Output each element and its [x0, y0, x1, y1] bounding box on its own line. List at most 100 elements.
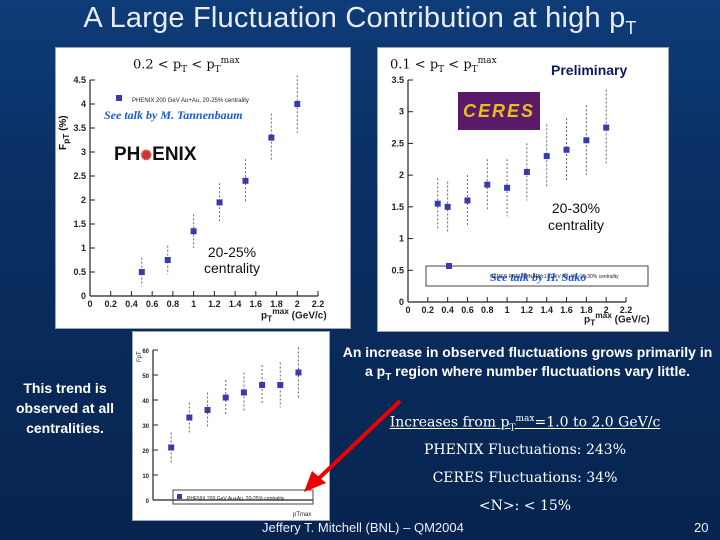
slide-title: A Large Fluctuation Contribution at high…	[83, 2, 637, 38]
data-point	[484, 181, 491, 188]
trend-text: This trend is observed at all centraliti…	[15, 380, 115, 436]
x-tick-label: 1	[191, 299, 196, 309]
left-plot-panel: 0.2 < pT < pTmax FpT (%) See talk by M. …	[55, 47, 351, 329]
data-point	[186, 414, 193, 421]
y-tick-label: 3.5	[73, 123, 86, 133]
x-tick-label: 0.8	[167, 299, 180, 309]
y-tick-label: 0.5	[73, 267, 86, 277]
data-point	[190, 228, 197, 235]
data-point	[434, 200, 441, 207]
legend-text: PHENIX 200 GeV Au+Au, 20-25% centrality	[132, 98, 249, 104]
x-tick-label: 1.8	[580, 305, 593, 315]
right-centrality: 20-30% centrality	[548, 200, 605, 233]
increase-text: An increase in observed fluctuations gro…	[342, 344, 713, 383]
x-tick-label: 0	[87, 299, 92, 309]
data-point	[543, 153, 550, 160]
data-point	[240, 389, 247, 396]
right-xlabel: pTmax (GeV/c)	[584, 310, 650, 328]
y-tick-label: 0	[146, 499, 150, 505]
y-tick-label: 0.5	[391, 265, 404, 275]
x-tick-label: 0.4	[125, 299, 138, 309]
y-tick-label: 30	[142, 424, 149, 430]
data-point	[504, 184, 511, 191]
data-point	[294, 101, 301, 107]
bottom-chart-svg: 0 10 20 30 40 50 60 PHENIX 200 GeV Au+Au, 20-25…	[137, 347, 314, 518]
y-tick-label: 10	[142, 474, 149, 480]
data-point	[295, 369, 302, 376]
ceres-logo: CERES	[458, 92, 540, 130]
y-tick-label: 2	[81, 195, 86, 205]
bottom-plot-panel: 0 10 20 30 40 50 60 PHENIX 200 GeV Au+Au, 20-25…	[132, 331, 330, 521]
x-tick-label: 0.4	[441, 305, 454, 315]
phenix-logo: PH✺ENIX	[114, 144, 197, 165]
y-tick-label: 0	[81, 291, 86, 301]
left-centrality: 20-25% centrality	[204, 244, 261, 276]
data-point	[222, 394, 229, 401]
x-tick-label: 1.4	[540, 305, 553, 315]
y-tick-label: 1	[81, 243, 86, 253]
y-tick-label: 1.5	[391, 202, 404, 212]
y-tick-label: 3.5	[391, 75, 404, 85]
data-point	[444, 203, 451, 210]
left-xlabel: pTmax (GeV/c)	[261, 306, 327, 324]
ceres-fluct-text: CERES Fluctuations: 34%	[432, 470, 618, 486]
n-fluct-text: <N>: < 15%	[478, 498, 572, 514]
x-tick-label: 0.2	[422, 305, 435, 315]
y-tick-label: 40	[142, 399, 149, 405]
x-tick-label: 0.8	[481, 305, 494, 315]
page-number: 20	[694, 520, 709, 535]
x-tick-label: 1.8	[270, 299, 283, 309]
legend-text: CERES PRELIMINARY 17 GeV Pb+Pb, 20-30% c…	[490, 274, 619, 280]
legend-marker	[446, 263, 452, 269]
right-see-talk: See talk by H. Sako	[490, 270, 587, 284]
data-point	[138, 269, 145, 275]
y-tick-label: 1.5	[73, 219, 86, 229]
y-tick-label: 2	[399, 170, 404, 180]
data-point	[204, 407, 211, 413]
red-arrow	[304, 399, 402, 492]
data-point	[583, 137, 590, 144]
right-range-label: 0.1 < pT < pTmax	[390, 56, 497, 75]
y-tick-label: 3	[399, 107, 404, 117]
x-tick-label: 0.2	[104, 299, 117, 309]
x-tick-label: 0	[405, 305, 410, 315]
data-point	[603, 124, 610, 131]
data-point	[216, 199, 223, 206]
phenix-fluct-text: PHENIX Fluctuations: 243%	[423, 442, 626, 458]
data-point	[523, 168, 530, 175]
x-tick-label: 1.6	[560, 305, 573, 315]
x-tick-label: 1	[505, 305, 510, 315]
y-tick-label: 4.5	[73, 75, 86, 85]
data-point	[168, 444, 175, 451]
y-tick-label: 1	[399, 234, 404, 244]
preliminary-label: Preliminary	[551, 62, 628, 78]
left-chart-svg: 0 0.5 1 1.5 2 2.5 3 3.5 4 4.5 0 0.2 0.4 0.6 0.8 1 1.2 1.4…	[73, 75, 324, 309]
y-tick-label: 0	[399, 297, 404, 307]
left-see-talk: See talk by M. Tannenbaum	[104, 108, 243, 122]
legend-marker	[116, 95, 122, 101]
left-range-label: 0.2 < pT < pTmax	[133, 56, 240, 75]
right-plot-panel: 0.1 < pT < pTmax Preliminary CERES 20-30…	[377, 47, 669, 332]
right-chart-svg: 0 0.5 1 1.5 2 2.5 3 3.5 0 0.2 0.4 0.6 0.8 1 1.2 1.4 1.6 1…	[391, 75, 649, 315]
y-tick-label: 50	[142, 374, 149, 380]
y-tick-label: 2.5	[73, 171, 86, 181]
y-tick-label: 3	[81, 147, 86, 157]
data-point	[259, 382, 266, 388]
legend-text: PHENIX 200 GeV Au+Au, 20-25% centrality	[187, 496, 285, 502]
data-point	[563, 146, 570, 153]
x-tick-label: 0.6	[146, 299, 159, 309]
footer-author: Jeffery T. Mitchell (BNL) – QM2004	[262, 520, 464, 535]
x-tick-label: 2.2	[620, 305, 633, 315]
data-point	[464, 197, 471, 204]
y-label: FpT	[137, 351, 143, 362]
x-tick-label: 1.4	[229, 299, 242, 309]
data-point	[242, 177, 249, 184]
x-tick-label: 1.2	[521, 305, 534, 315]
x-tick-label: 2	[604, 305, 609, 315]
x-tick-label: 1.2	[208, 299, 221, 309]
data-point	[277, 382, 284, 388]
x-tick-label: 1.6	[250, 299, 263, 309]
y-tick-label: 60	[142, 349, 149, 355]
increases-from-text: Increases from pTmax=1.0 to 2.0 GeV/c	[389, 414, 661, 434]
legend-box	[172, 489, 314, 505]
